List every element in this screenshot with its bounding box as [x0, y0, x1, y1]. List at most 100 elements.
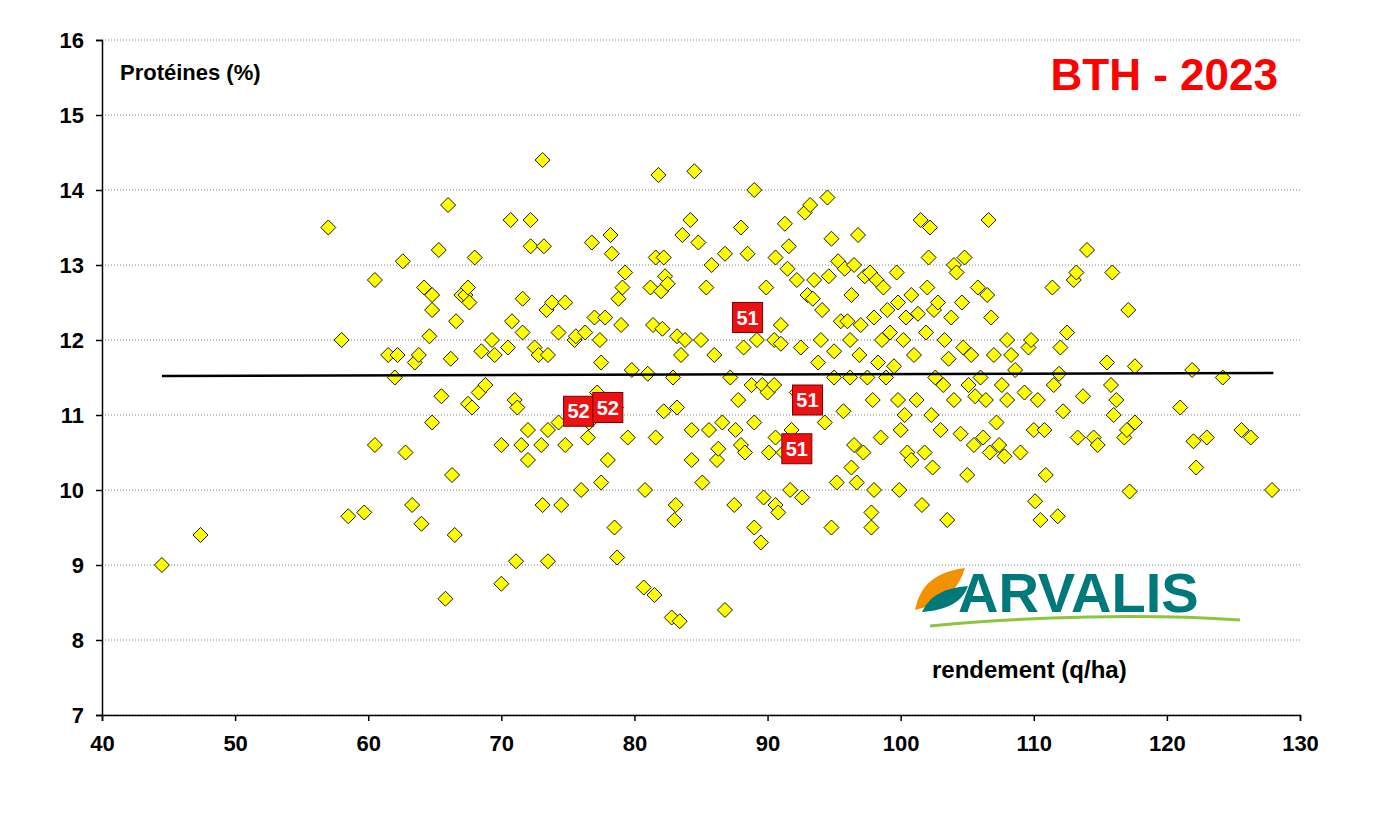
point: [844, 460, 859, 475]
point: [717, 246, 732, 261]
point: [1069, 265, 1084, 280]
tick: 50: [223, 715, 247, 756]
point: [699, 280, 714, 295]
point: [887, 359, 902, 374]
tick-mark: [96, 40, 102, 42]
point: [411, 348, 426, 363]
chart: 7891011121314151640506070809010011012013…: [0, 0, 1380, 815]
point: [1199, 430, 1214, 445]
point: [1008, 363, 1023, 378]
point: [367, 273, 382, 288]
point: [607, 520, 622, 535]
point: [917, 445, 932, 460]
point: [747, 415, 762, 430]
tick-label: 8: [72, 628, 84, 653]
tick-label: 7: [72, 703, 84, 728]
point: [827, 370, 842, 385]
point: [960, 468, 975, 483]
point: [592, 333, 607, 348]
point: [520, 453, 535, 468]
point: [1045, 280, 1060, 295]
point: [1060, 325, 1075, 340]
point: [674, 348, 689, 363]
point: [980, 288, 995, 303]
annotations: [564, 303, 823, 464]
point: [1106, 408, 1121, 423]
point: [1038, 468, 1053, 483]
tick-mark: [96, 115, 102, 117]
point: [851, 228, 866, 243]
point: [655, 321, 670, 336]
point: [711, 441, 726, 456]
y-axis-title: Protéines (%): [120, 60, 261, 85]
tick-mark: [96, 565, 102, 567]
point: [520, 423, 535, 438]
point: [733, 220, 748, 235]
point: [737, 445, 752, 460]
point: [594, 475, 609, 490]
point: [578, 325, 593, 340]
point: [820, 190, 835, 205]
point: [447, 528, 462, 543]
tick-mark: [96, 490, 102, 492]
point: [1050, 509, 1065, 524]
tick: 10: [60, 478, 102, 503]
tick-label: 70: [490, 731, 514, 756]
point: [780, 261, 795, 276]
tick: 80: [623, 715, 647, 756]
point: [387, 370, 402, 385]
point: [494, 576, 509, 591]
point: [723, 370, 738, 385]
point: [390, 348, 405, 363]
point: [668, 498, 683, 513]
point: [843, 333, 858, 348]
x-axis-title: rendement (q/ha): [932, 656, 1127, 683]
point: [434, 389, 449, 404]
point: [154, 558, 169, 573]
point: [909, 393, 924, 408]
point: [937, 333, 952, 348]
point: [807, 273, 822, 288]
point: [485, 333, 500, 348]
tick-mark: [96, 340, 102, 342]
tick-mark: [96, 640, 102, 642]
point: [1024, 333, 1039, 348]
point: [827, 344, 842, 359]
point: [1004, 348, 1019, 363]
point: [824, 231, 839, 246]
point: [656, 404, 671, 419]
point: [777, 216, 792, 231]
point: [604, 246, 619, 261]
point: [946, 393, 961, 408]
point: [773, 318, 788, 333]
point: [836, 404, 851, 419]
tick: 11: [61, 403, 102, 428]
point: [193, 528, 208, 543]
tick-label: 40: [90, 731, 114, 756]
point: [753, 535, 768, 550]
point: [1013, 445, 1028, 460]
point: [651, 168, 666, 183]
point: [811, 355, 826, 370]
points: [154, 153, 1279, 629]
point: [920, 280, 935, 295]
point: [603, 228, 618, 243]
tick: 110: [1017, 715, 1053, 756]
tick-mark: [1167, 715, 1169, 721]
annotation-box: [564, 396, 594, 426]
point: [594, 355, 609, 370]
point: [694, 333, 709, 348]
point: [534, 438, 549, 453]
point: [670, 400, 685, 415]
point: [449, 314, 464, 329]
axis-line: [103, 716, 1301, 722]
point: [558, 438, 573, 453]
annotation-label: 52: [597, 397, 619, 419]
point: [852, 348, 867, 363]
point: [728, 423, 743, 438]
point: [675, 228, 690, 243]
point: [756, 490, 771, 505]
point: [691, 235, 706, 250]
point: [879, 370, 894, 385]
logo-text: ARVALIS: [958, 561, 1199, 624]
